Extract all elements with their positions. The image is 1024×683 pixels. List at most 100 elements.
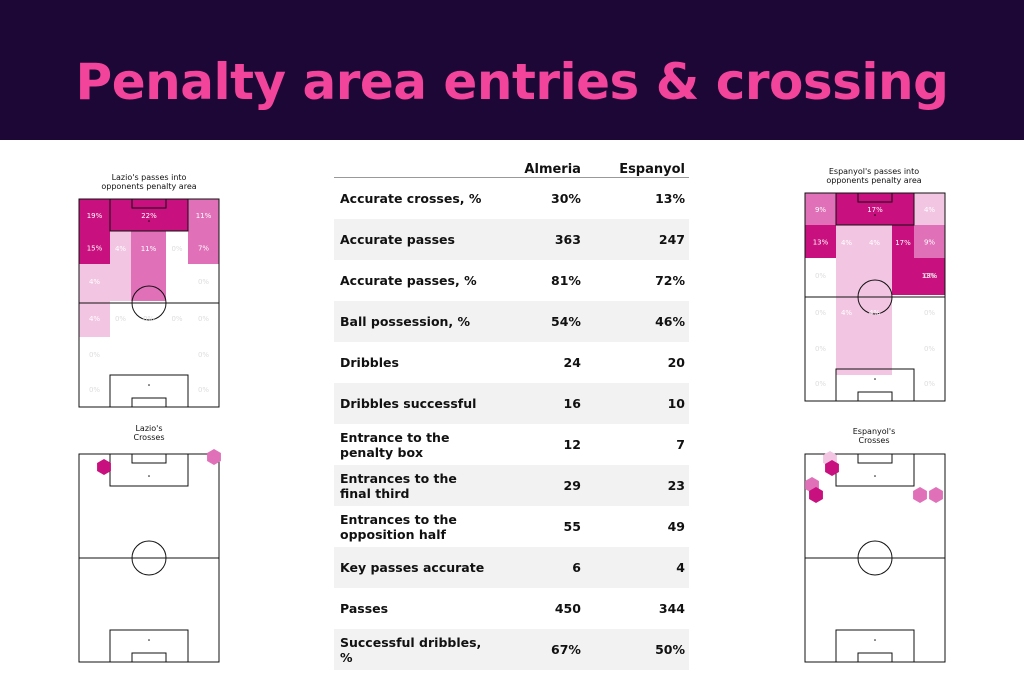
stats-row: Successful dribbles, % 67% 50% bbox=[334, 629, 689, 670]
heat-cell bbox=[110, 231, 131, 301]
bottom-penalty-box bbox=[109, 374, 189, 408]
stat-label: Accurate crosses, % bbox=[340, 191, 482, 206]
header-label-col bbox=[334, 157, 494, 178]
stat-espanyol: 4 bbox=[584, 547, 689, 588]
stats-table: Almeria Espanyol Accurate crosses, % 30% 1… bbox=[334, 157, 689, 670]
stat-espanyol: 49 bbox=[667, 519, 685, 534]
heat-cell bbox=[188, 231, 219, 264]
heat-cell-label: 7% bbox=[198, 245, 209, 253]
centre-circle bbox=[857, 540, 893, 576]
heat-cell-label: 17% bbox=[895, 239, 911, 247]
stat-espanyol: 20 bbox=[667, 355, 685, 370]
top-penalty-spot bbox=[874, 214, 876, 216]
lazio-passes-title: Lazio's passes into opponents penalty ar… bbox=[101, 173, 197, 191]
top-penalty-spot bbox=[148, 220, 150, 222]
heat-cell-label: 0% bbox=[924, 272, 935, 280]
stat-almeria: 24 bbox=[563, 355, 581, 370]
top-penalty-box bbox=[835, 453, 915, 487]
stat-almeria: 29 bbox=[494, 465, 585, 506]
stat-label: Entrances to the final third bbox=[334, 465, 494, 506]
stat-label: Accurate passes bbox=[334, 219, 494, 260]
bottom-six-yard-box bbox=[857, 652, 893, 663]
top-six-yard-box bbox=[857, 192, 893, 203]
heat-cell bbox=[857, 295, 892, 365]
stats-row: Accurate passes 363 247 bbox=[334, 219, 689, 260]
heat-cell-label: 11% bbox=[196, 212, 212, 220]
stat-label: Entrance to the penalty box bbox=[340, 429, 450, 460]
lazio-crosses-title: Lazio's Crosses bbox=[133, 424, 165, 442]
top-penalty-spot bbox=[874, 475, 876, 477]
stat-almeria: 6 bbox=[494, 547, 585, 588]
heat-cell bbox=[79, 231, 110, 264]
header-banner: Penalty area entries & crossing bbox=[0, 0, 1024, 140]
stat-almeria: 30% bbox=[551, 191, 581, 206]
heat-cell-label: 17% bbox=[867, 206, 883, 214]
espanyol-crosses-pitch bbox=[804, 451, 946, 663]
stat-label: Dribbles bbox=[340, 355, 399, 370]
heat-cell bbox=[188, 199, 219, 231]
stat-espanyol: 13% bbox=[655, 191, 685, 206]
heat-cell-label: 13% bbox=[813, 239, 829, 247]
stats-row: Passes 450 344 bbox=[334, 588, 689, 629]
heat-cell-label: 11% bbox=[141, 245, 157, 253]
stats-row: Ball possession, % 54% 46% bbox=[334, 301, 689, 342]
lazio-crosses-pitch bbox=[78, 449, 221, 663]
stat-almeria: 12 bbox=[563, 437, 581, 452]
heat-cell bbox=[892, 225, 914, 295]
stats-row: Entrances to the final third 29 23 bbox=[334, 465, 689, 506]
stat-espanyol: 247 bbox=[584, 219, 689, 260]
heat-cell-label: 9% bbox=[924, 239, 935, 247]
top-six-yard-box bbox=[131, 198, 167, 209]
centre-circle bbox=[131, 540, 167, 576]
heat-cell bbox=[79, 301, 110, 337]
heat-cell-label: 0% bbox=[924, 380, 935, 388]
bottom-penalty-box bbox=[835, 629, 915, 663]
stat-almeria: 55 bbox=[563, 519, 581, 534]
page-title: Penalty area entries & crossing bbox=[75, 53, 949, 111]
heat-cell-label: 4% bbox=[89, 278, 100, 286]
stats-row: Key passes accurate 6 4 bbox=[334, 547, 689, 588]
heat-cell-label: 4% bbox=[869, 239, 880, 247]
heat-cell-label: 0% bbox=[815, 309, 826, 317]
cross-hexbin bbox=[809, 487, 823, 503]
heat-cell-label: 19% bbox=[87, 212, 103, 220]
stats-row: Entrances to the opposition half 55 49 bbox=[334, 506, 689, 547]
heat-cell-label: 0% bbox=[198, 351, 209, 359]
header-almeria: Almeria bbox=[494, 157, 585, 178]
top-penalty-box bbox=[109, 453, 189, 487]
stat-espanyol: 72% bbox=[655, 273, 685, 288]
bottom-penalty-spot bbox=[874, 378, 876, 380]
stats-row: Dribbles successful 16 10 bbox=[334, 383, 689, 424]
heat-cell bbox=[914, 225, 945, 258]
stats-row: Accurate crosses, % 30% 13% bbox=[334, 178, 689, 220]
heat-cell-label: 0% bbox=[815, 272, 826, 280]
cross-hexbin bbox=[913, 487, 927, 503]
bottom-six-yard-box bbox=[857, 391, 893, 402]
heat-cell bbox=[836, 193, 914, 225]
heat-cell-label: 0% bbox=[171, 245, 182, 253]
stat-espanyol: 7 bbox=[676, 437, 685, 452]
cross-hexbin bbox=[825, 460, 839, 476]
heat-cell-label: 0% bbox=[924, 345, 935, 353]
centre-circle bbox=[131, 285, 167, 321]
stat-espanyol: 50% bbox=[584, 629, 689, 670]
stats-row: Entrance to the penalty box 12 7 bbox=[334, 424, 689, 465]
stat-espanyol: 10 bbox=[584, 383, 689, 424]
heat-cell-label: 0% bbox=[89, 386, 100, 394]
heat-cell-label: 22% bbox=[141, 212, 157, 220]
heat-cell-label: 4% bbox=[869, 309, 880, 317]
bottom-penalty-box bbox=[109, 629, 189, 663]
heat-cell-label: 4% bbox=[115, 245, 126, 253]
heat-cell bbox=[79, 264, 110, 301]
cross-hexbin bbox=[97, 459, 111, 475]
heat-cell-label: 0% bbox=[198, 315, 209, 323]
stat-label: Key passes accurate bbox=[334, 547, 494, 588]
stat-almeria: 16 bbox=[494, 383, 585, 424]
centre-circle bbox=[857, 279, 893, 315]
top-six-yard-box bbox=[857, 453, 893, 464]
heat-cell-label: 4% bbox=[841, 309, 852, 317]
espanyol-passes-heatmap: 9% 17% 4%13% 4% 4% 17% 9%13%0% 0%0% 4% 4% 0%0% 0%0%… bbox=[804, 192, 946, 402]
stats-row: Accurate passes, % 81% 72% bbox=[334, 260, 689, 301]
bottom-penalty-spot bbox=[874, 639, 876, 641]
heat-cell-label: 0% bbox=[89, 351, 100, 359]
